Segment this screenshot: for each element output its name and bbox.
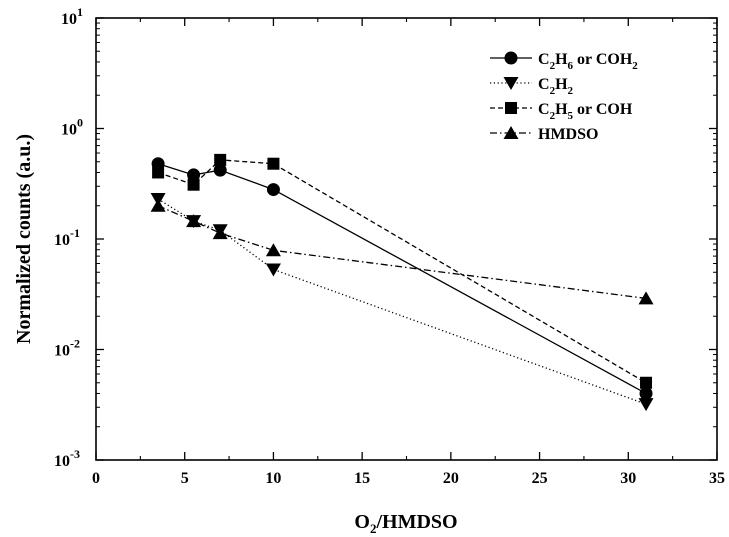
- y-tick-label: 101: [61, 5, 83, 28]
- legend-marker: [505, 52, 518, 65]
- data-point-circle: [267, 183, 280, 196]
- series-line: [158, 164, 646, 394]
- legend-label: HMDSO: [538, 126, 598, 143]
- legend-marker: [505, 102, 517, 114]
- data-point-square: [214, 154, 226, 166]
- legend-label-part: or COH: [573, 101, 633, 118]
- legend-label: C2H6 or COH2: [538, 51, 638, 72]
- x-title-main: O: [354, 511, 370, 533]
- y-tick-base: 10: [61, 11, 77, 28]
- series-layer: [151, 154, 654, 411]
- data-point-triangle-up: [266, 243, 281, 256]
- x-tick-label: 5: [181, 470, 189, 487]
- legend-entry: C2H2: [490, 76, 574, 97]
- legend-label-part: C: [538, 76, 550, 93]
- legend-label-part: H: [555, 76, 568, 93]
- y-tick-label: 10-2: [54, 337, 80, 360]
- legend-label-part: H: [555, 51, 568, 68]
- x-tick-label: 10: [265, 470, 281, 487]
- y-tick-label: 100: [61, 116, 83, 139]
- series-c2h6-or-coh2: [152, 157, 653, 400]
- legend-label-part: or COH: [573, 51, 633, 68]
- series-line: [158, 199, 646, 404]
- y-axis-title: Normalized counts (a.u.): [13, 134, 35, 344]
- series-hmdso: [151, 199, 654, 305]
- y-tick-label: 10-1: [54, 226, 80, 249]
- series-line: [158, 160, 646, 383]
- x-tick-label: 0: [92, 470, 100, 487]
- x-tick-label: 25: [532, 470, 548, 487]
- y-tick-exponent: -3: [70, 447, 80, 461]
- y-tick-base: 10: [54, 453, 70, 470]
- legend-entry: HMDSO: [490, 126, 598, 143]
- x-tick-label: 30: [620, 470, 636, 487]
- plot-frame: [96, 18, 717, 460]
- legend-label-sub: 2: [568, 85, 574, 97]
- x-tick-label: 35: [709, 470, 725, 487]
- legend-label-sub: 2: [632, 60, 638, 72]
- x-title-rest: /HMDSO: [375, 511, 457, 533]
- y-tick-base: 10: [54, 232, 70, 249]
- legend-label: C2H5 or COH: [538, 101, 633, 122]
- y-tick-base: 10: [54, 343, 70, 360]
- legend-label-part: H: [555, 101, 568, 118]
- data-point-square: [188, 179, 200, 191]
- data-point-triangle-up: [151, 199, 166, 212]
- legend-label-part: C: [538, 51, 550, 68]
- data-point-square: [640, 377, 652, 389]
- series-line: [158, 206, 646, 299]
- data-point-square: [152, 166, 164, 178]
- legend-entry: C2H5 or COH: [490, 101, 633, 122]
- y-tick-exponent: 1: [77, 5, 83, 19]
- x-tick-label: 20: [443, 470, 459, 487]
- x-tick-label: 15: [354, 470, 370, 487]
- legend-label: C2H2: [538, 76, 574, 97]
- y-tick-exponent: 0: [77, 116, 83, 130]
- x-axis-title: O2/HMDSO: [354, 511, 457, 536]
- legend-label-part: HMDSO: [538, 126, 598, 143]
- legend-entry: C2H6 or COH2: [490, 51, 638, 72]
- x-axis: 0 5 10 15 20 25 30 35: [92, 18, 725, 487]
- y-tick-exponent: -2: [70, 337, 80, 351]
- y-tick-label: 10-3: [54, 447, 80, 470]
- data-point-square: [267, 158, 279, 170]
- legend-label-part: C: [538, 101, 550, 118]
- data-point-triangle-down: [639, 398, 654, 411]
- y-tick-base: 10: [61, 122, 77, 139]
- series-c2h2: [151, 193, 654, 411]
- data-point-circle: [640, 387, 653, 400]
- y-tick-exponent: -1: [70, 226, 80, 240]
- data-point-triangle-down: [266, 263, 281, 276]
- series-c2h5-or-coh: [152, 154, 652, 389]
